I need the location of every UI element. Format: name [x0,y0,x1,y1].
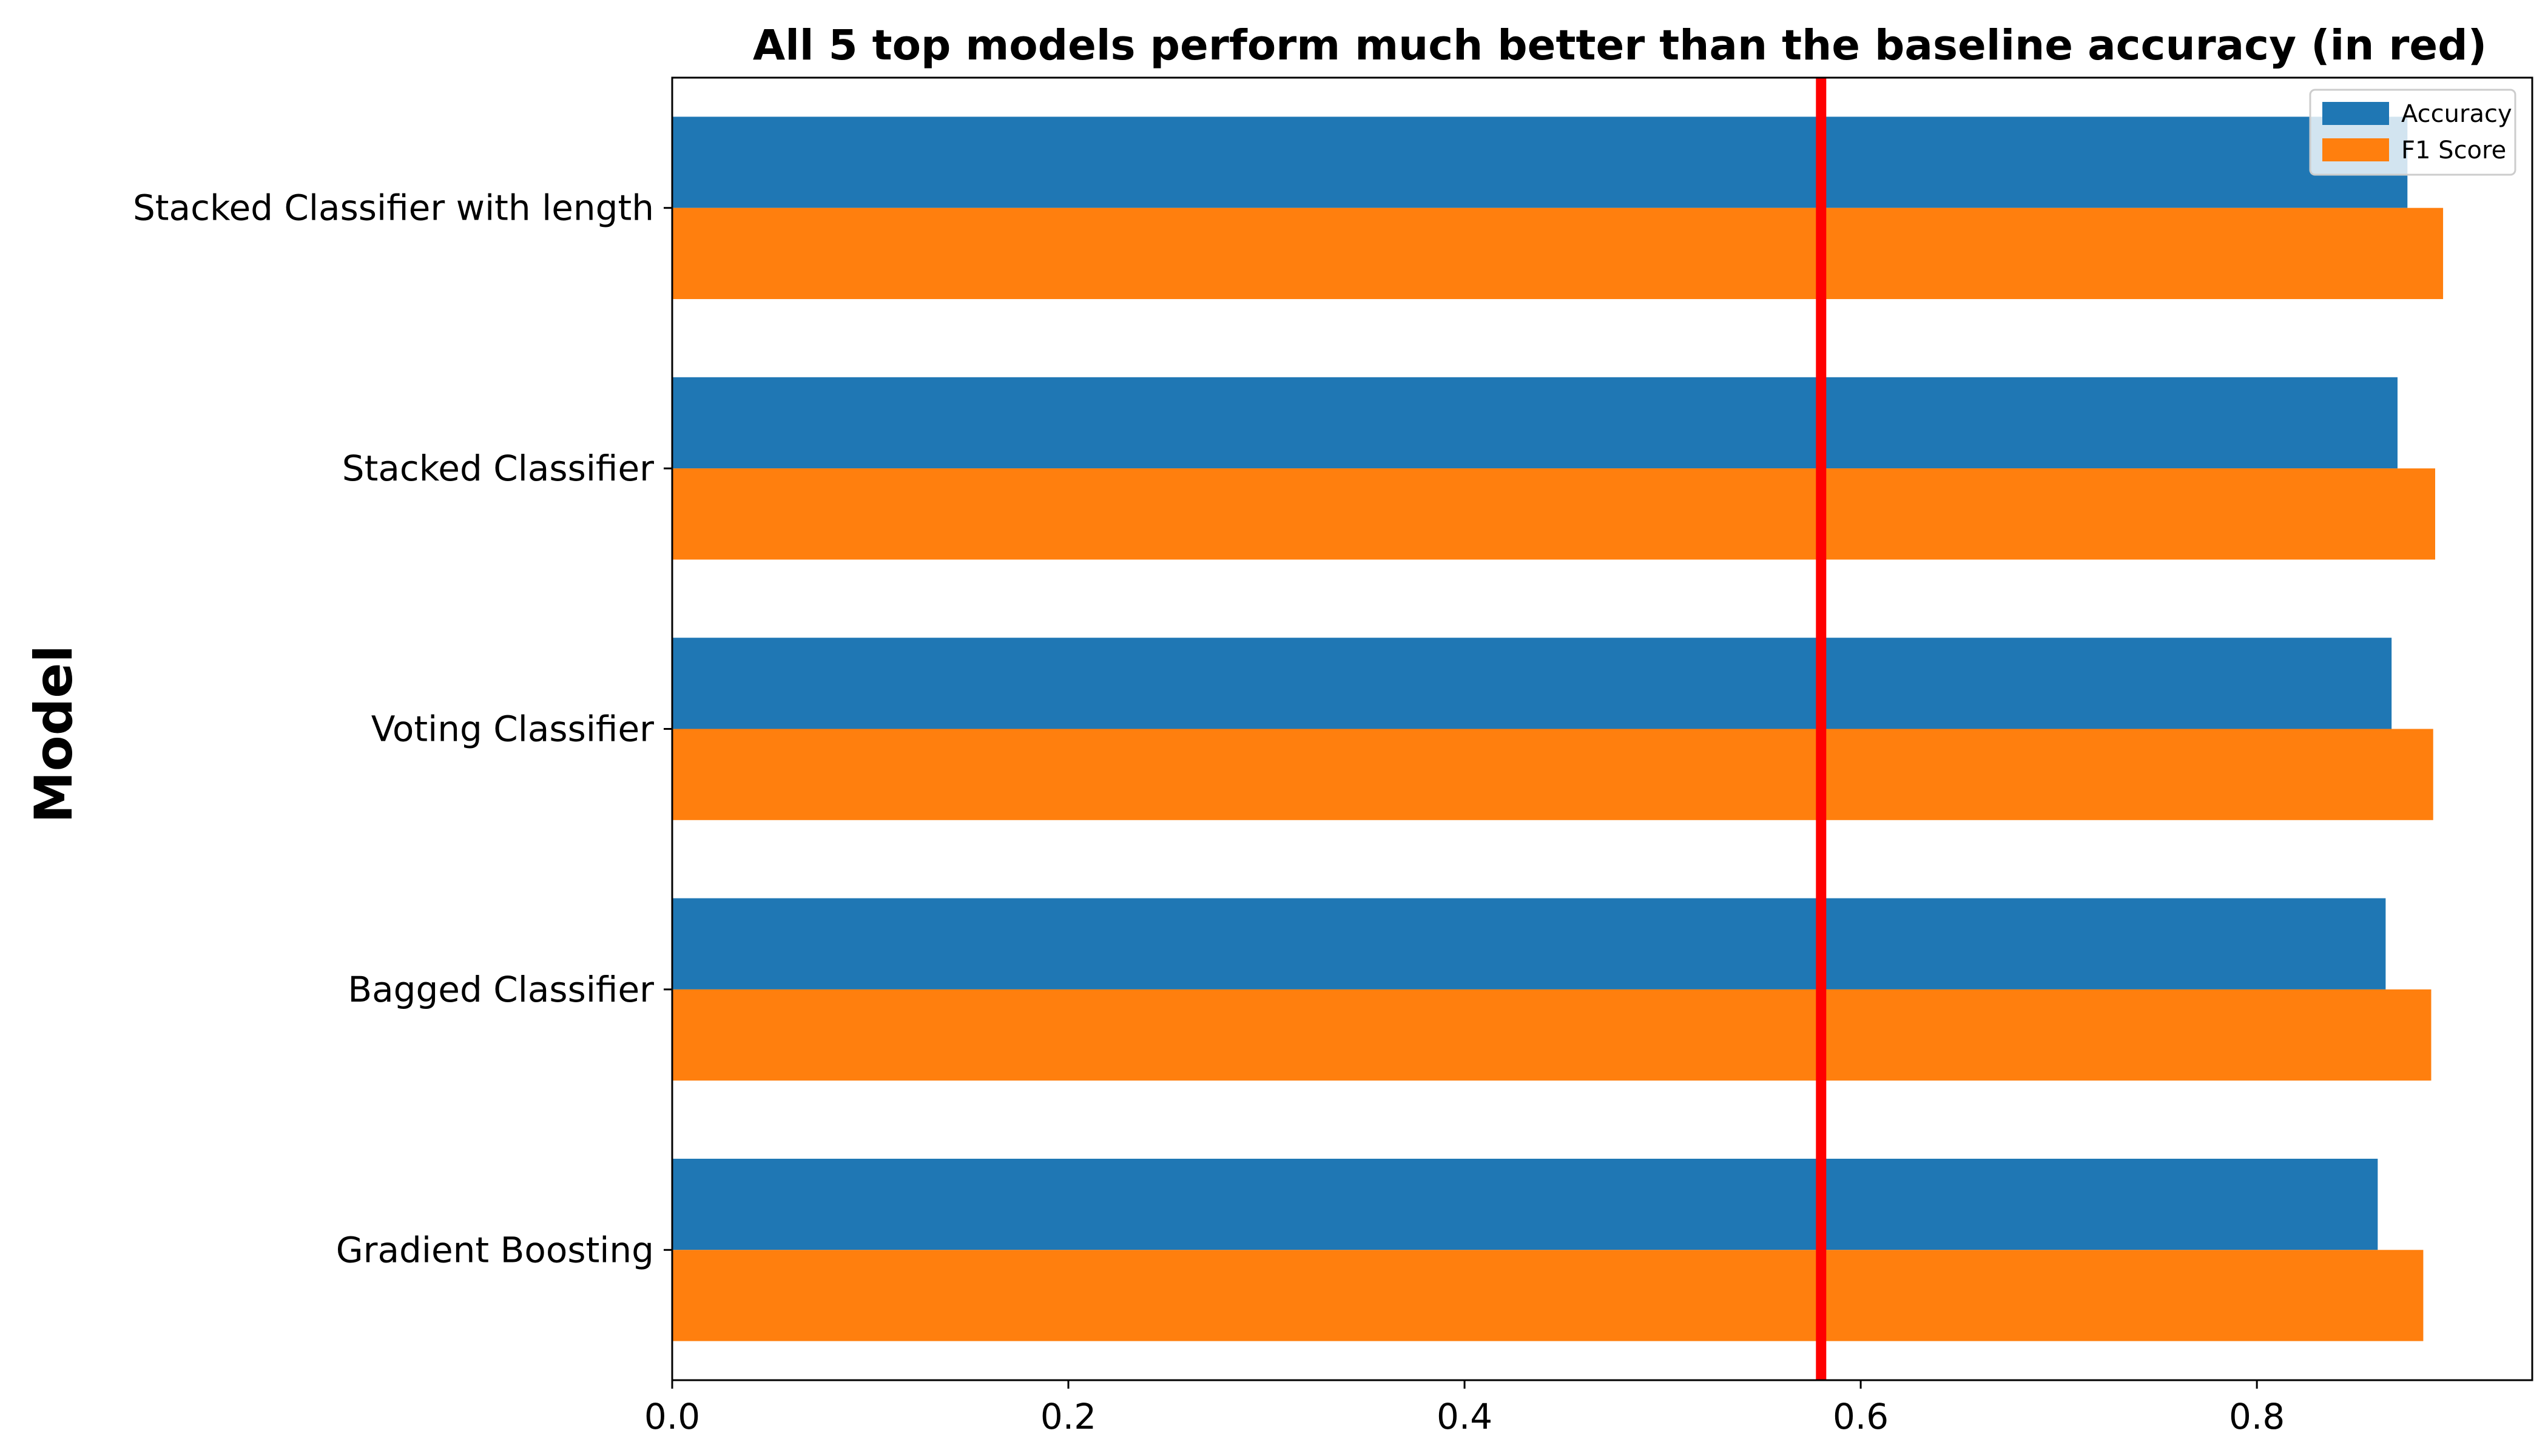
bar-f1-score [672,468,2436,560]
category-label: Gradient Boosting [336,1229,654,1270]
bar-group [672,116,2444,1341]
bar-accuracy [672,1159,2378,1250]
x-tick-label: 0.2 [1040,1396,1096,1437]
category-label: Stacked Classifier [342,448,654,489]
chart-title: All 5 top models perform much better tha… [753,21,2487,70]
bar-f1-score [672,1250,2424,1341]
category-label: Stacked Classifier with length [133,187,654,229]
bar-accuracy [672,116,2408,208]
x-tick-label: 0.0 [644,1396,700,1437]
category-label: Voting Classifier [371,709,654,750]
y-axis-label: Model [24,645,84,823]
bar-accuracy [672,638,2392,729]
legend-label: Accuracy [2401,100,2512,128]
bar-f1-score [672,989,2432,1081]
bar-accuracy [672,377,2398,469]
axes [664,76,2533,1389]
legend: Accuracy F1 Score [2309,89,2516,176]
category-labels: Stacked Classifier with length Stacked Cl… [133,187,654,1271]
x-tick-label: 0.6 [1833,1396,1889,1437]
x-tick-label: 0.4 [1437,1396,1492,1437]
legend-swatch [2322,138,2389,161]
x-tick-label: 0.8 [2229,1396,2285,1437]
bar-f1-score [672,729,2433,820]
x-ticks: 0.0 0.2 0.4 0.6 0.8 [644,1396,2285,1437]
bar-f1-score [672,207,2444,299]
legend-swatch [2322,102,2389,125]
category-label: Bagged Classifier [348,969,654,1010]
legend-label: F1 Score [2401,136,2506,164]
bar-accuracy [672,898,2386,989]
